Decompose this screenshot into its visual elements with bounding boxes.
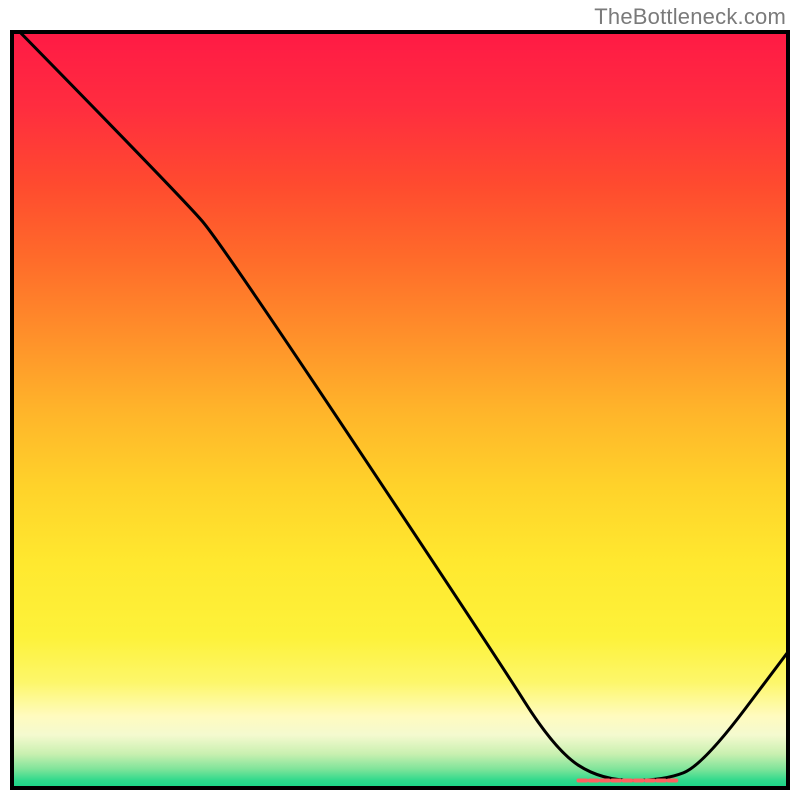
bottleneck-chart xyxy=(0,0,800,800)
